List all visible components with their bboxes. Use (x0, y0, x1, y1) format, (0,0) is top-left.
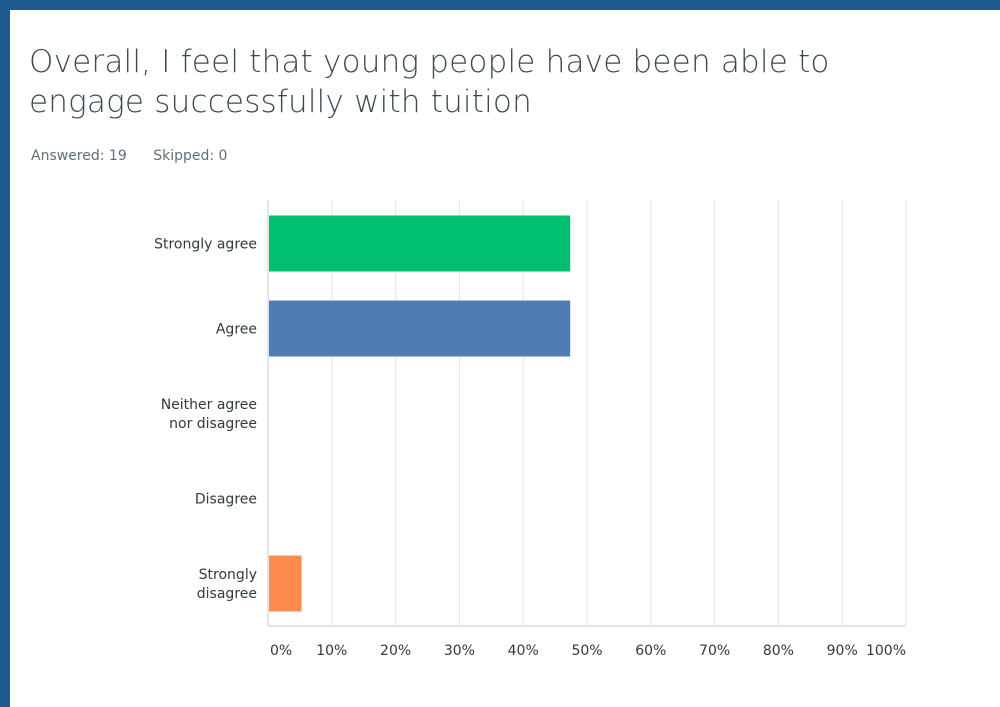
category-label: Strongly agree (154, 237, 257, 253)
category-label: Disagree (195, 492, 257, 508)
category-label: nor disagree (169, 416, 257, 432)
x-tick-label: 0% (270, 643, 292, 659)
x-tick-label: 60% (635, 643, 666, 659)
category-label: Neither agree (161, 397, 257, 413)
category-label: Strongly (199, 567, 257, 583)
x-tick-label: 40% (508, 643, 539, 659)
bar (269, 300, 571, 357)
category-label: Agree (216, 322, 257, 338)
x-tick-label: 20% (380, 643, 411, 659)
x-tick-label: 90% (827, 643, 858, 659)
bar (269, 215, 571, 272)
category-label: disagree (197, 586, 257, 602)
x-tick-label: 10% (316, 643, 347, 659)
x-tick-label: 70% (699, 643, 730, 659)
x-tick-label: 80% (763, 643, 794, 659)
question-title: Overall, I feel that young people have b… (29, 44, 830, 120)
response-stats: Answered: 19 Skipped: 0 (31, 148, 227, 164)
answered-count: Answered: 19 (31, 148, 127, 164)
bar (269, 555, 302, 612)
x-tick-label: 30% (444, 643, 475, 659)
skipped-count: Skipped: 0 (153, 148, 228, 164)
x-tick-label: 50% (571, 643, 602, 659)
x-tick-label: 100% (866, 643, 906, 659)
